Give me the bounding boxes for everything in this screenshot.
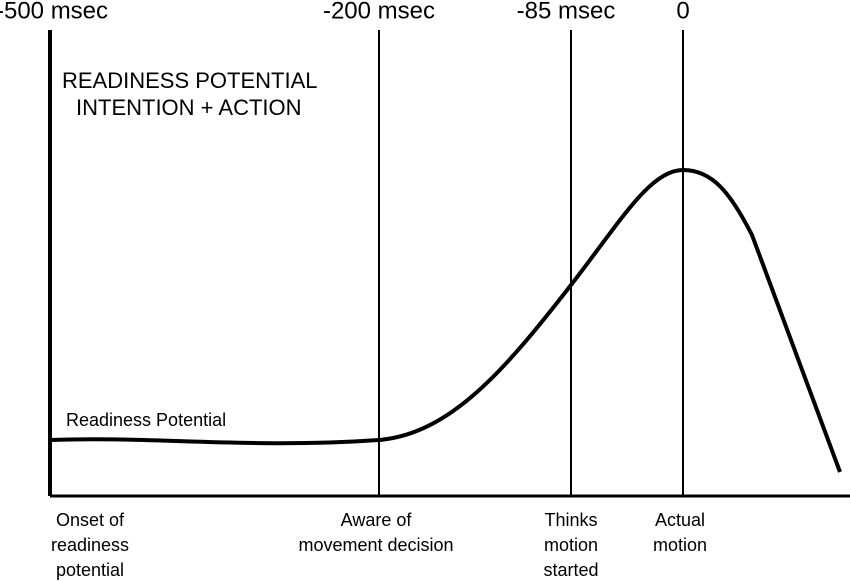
title-line: READINESS POTENTIAL — [62, 68, 318, 93]
event-label: movement decision — [298, 535, 453, 555]
event-label: started — [543, 560, 598, 580]
title-line: INTENTION + ACTION — [76, 95, 302, 120]
event-label: Actual — [655, 510, 705, 530]
time-label: -500 msec — [0, 0, 108, 24]
time-label: -85 msec — [517, 0, 616, 24]
event-label: readiness — [51, 535, 129, 555]
readiness-curve — [49, 167, 842, 473]
event-label: Aware of — [341, 510, 413, 530]
time-label: -200 msec — [323, 0, 435, 24]
time-label: 0 — [676, 0, 689, 24]
curve-label: Readiness Potential — [66, 410, 226, 430]
event-label: potential — [56, 560, 124, 580]
event-label: motion — [544, 535, 598, 555]
event-label: motion — [653, 535, 707, 555]
event-label: Thinks — [544, 510, 597, 530]
event-label: Onset of — [56, 510, 125, 530]
